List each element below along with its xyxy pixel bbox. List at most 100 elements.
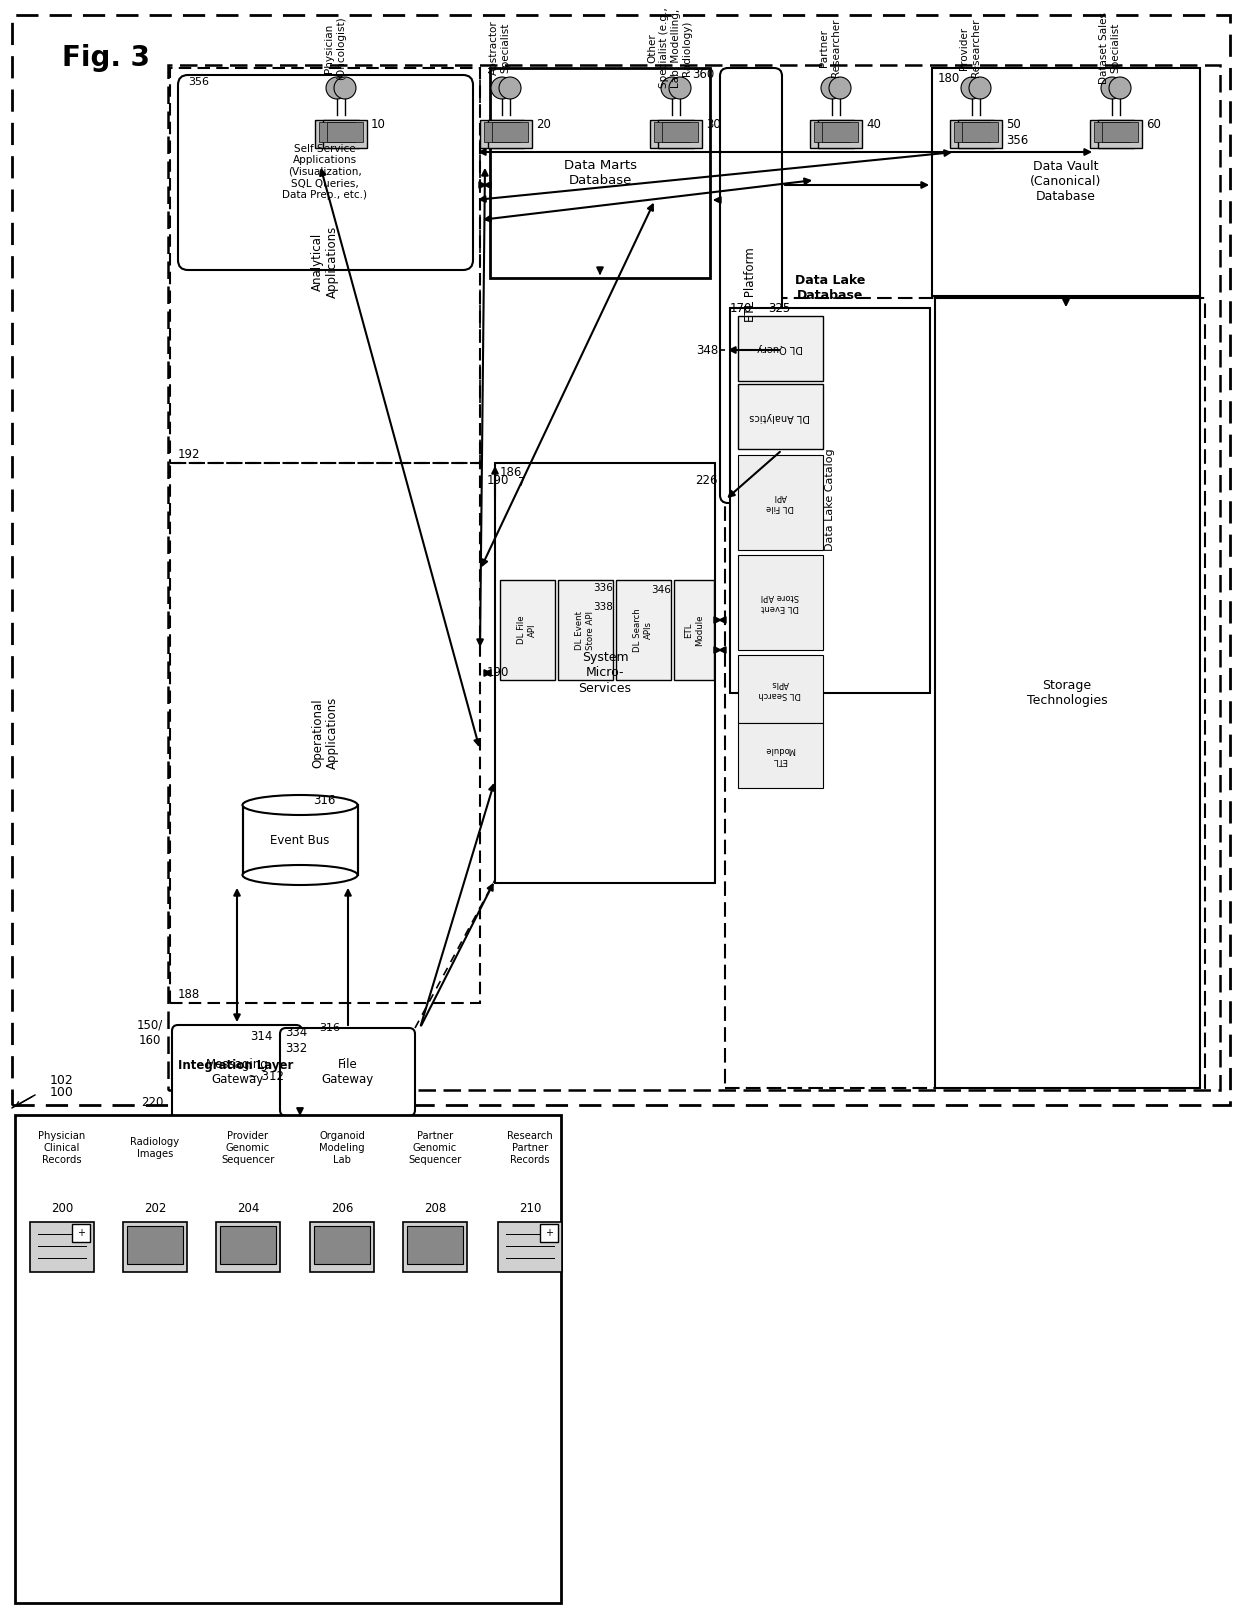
Bar [1094, 122, 1130, 142]
Bar [126, 1226, 184, 1265]
Text: 100: 100 [50, 1086, 74, 1099]
Bar [738, 316, 823, 380]
Text: Radiology
Images: Radiology Images [130, 1137, 180, 1158]
Text: 226: 226 [696, 474, 718, 487]
Text: 208: 208 [424, 1202, 446, 1215]
Bar [170, 68, 480, 462]
Text: Partner
Researcher: Partner Researcher [820, 19, 841, 77]
Bar [216, 1223, 280, 1273]
Circle shape [334, 77, 356, 98]
Text: DL Event
Store API: DL Event Store API [761, 593, 799, 612]
Text: Provider
Genomic
Sequencer: Provider Genomic Sequencer [221, 1131, 275, 1165]
Bar [738, 656, 823, 723]
Bar [738, 556, 823, 649]
Text: Abstractor
Specialist: Abstractor Specialist [490, 21, 511, 76]
Bar [243, 806, 358, 875]
Bar [810, 119, 854, 148]
Text: 192: 192 [179, 448, 201, 461]
Text: 334: 334 [285, 1026, 308, 1039]
Text: 190: 190 [487, 474, 510, 487]
Bar [813, 122, 849, 142]
Circle shape [491, 77, 513, 98]
Text: Physician
(Oncologist): Physician (Oncologist) [324, 16, 346, 81]
Text: DL Analytics: DL Analytics [750, 412, 811, 422]
Text: Self Service
Applications
(Visualization,
SQL Queries,
Data Prep., etc.): Self Service Applications (Visualization… [283, 143, 367, 200]
FancyBboxPatch shape [720, 68, 782, 503]
Text: 170: 170 [730, 301, 753, 314]
Text: 190: 190 [487, 667, 510, 680]
Text: 316: 316 [312, 794, 335, 807]
Text: Data Marts
Database: Data Marts Database [563, 159, 636, 187]
Bar [310, 1223, 374, 1273]
Bar [954, 122, 990, 142]
Bar [725, 298, 1205, 1087]
Bar [738, 723, 823, 788]
Bar [1097, 119, 1142, 148]
Text: 50: 50 [1006, 119, 1021, 132]
Bar [170, 462, 480, 1004]
Text: Dataset Sales
Specialist: Dataset Sales Specialist [1099, 11, 1121, 84]
Text: 210: 210 [518, 1202, 541, 1215]
Text: Data Vault
(Canonical)
Database: Data Vault (Canonical) Database [1030, 161, 1101, 203]
Text: ETL
Module: ETL Module [765, 746, 795, 765]
Bar [730, 308, 930, 693]
Text: DL File
API: DL File API [517, 615, 537, 644]
Bar [167, 64, 1220, 1091]
Text: ETL
Module: ETL Module [684, 614, 704, 646]
Text: Research
Partner
Records: Research Partner Records [507, 1131, 553, 1165]
Bar [935, 298, 1200, 1087]
FancyBboxPatch shape [280, 1028, 415, 1116]
Text: 30: 30 [706, 119, 720, 132]
Text: 102: 102 [50, 1073, 73, 1086]
Circle shape [968, 77, 991, 98]
Bar [1102, 122, 1138, 142]
Circle shape [661, 77, 683, 98]
Bar [558, 580, 613, 680]
Bar [30, 1223, 94, 1273]
Bar [498, 1223, 562, 1273]
Text: Fig. 3: Fig. 3 [62, 43, 150, 72]
Text: 60: 60 [1146, 119, 1161, 132]
Bar [675, 580, 714, 680]
Text: DL Event
Store API: DL Event Store API [575, 611, 595, 649]
Bar [650, 119, 694, 148]
Text: System
Micro-
Services: System Micro- Services [579, 651, 631, 694]
Text: Provider
Researcher: Provider Researcher [960, 19, 981, 77]
Bar [492, 122, 528, 142]
Text: 188: 188 [179, 989, 200, 1002]
Bar [932, 68, 1200, 296]
Ellipse shape [243, 865, 357, 884]
Text: 336: 336 [593, 583, 613, 593]
Text: +: + [77, 1228, 86, 1237]
Bar [658, 119, 702, 148]
Bar [314, 1226, 370, 1265]
Bar [662, 122, 698, 142]
Ellipse shape [243, 794, 357, 815]
Text: 316: 316 [319, 1023, 340, 1033]
Bar [490, 68, 711, 279]
Text: 314: 314 [250, 1031, 273, 1044]
Text: 220: 220 [140, 1097, 162, 1110]
Text: ETL Platform: ETL Platform [744, 248, 758, 322]
Bar [489, 119, 532, 148]
Text: DL Query: DL Query [758, 343, 804, 353]
Text: 180: 180 [937, 71, 960, 84]
Text: 40: 40 [866, 119, 880, 132]
Text: 332: 332 [285, 1041, 308, 1055]
Bar [219, 1226, 277, 1265]
Bar [319, 122, 355, 142]
Bar [653, 122, 689, 142]
Bar [495, 462, 715, 883]
FancyBboxPatch shape [179, 76, 472, 271]
Circle shape [961, 77, 983, 98]
Text: +: + [546, 1228, 553, 1237]
Text: 202: 202 [144, 1202, 166, 1215]
Text: 346: 346 [651, 585, 671, 594]
Circle shape [1101, 77, 1123, 98]
Text: 325: 325 [768, 301, 790, 314]
Text: 356: 356 [188, 77, 210, 87]
Bar [322, 119, 367, 148]
Bar [484, 122, 520, 142]
Bar [959, 119, 1002, 148]
Text: Other
Specialist (e.g.,
Lab, Modelling,
Radiology): Other Specialist (e.g., Lab, Modelling, … [647, 8, 692, 89]
